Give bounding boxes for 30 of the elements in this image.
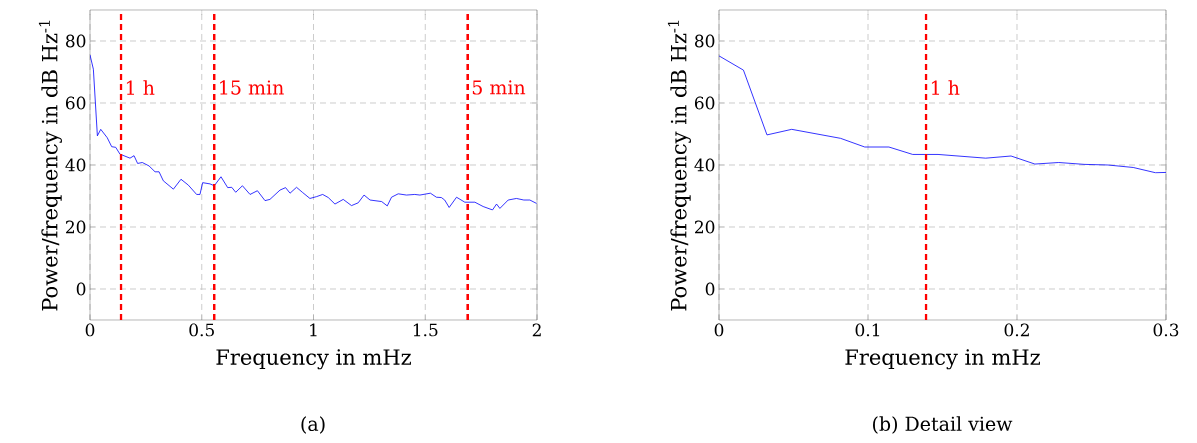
line-series [719, 55, 1166, 174]
y-tick-label: 20 [66, 220, 86, 234]
text: (b) Detail view [873, 416, 1013, 434]
ref-line-label: 5 min [472, 80, 526, 95]
x-tick-label: 0.2 [1004, 323, 1029, 337]
x-axis-title: Frequency in mHz [845, 349, 1040, 370]
y-tick-label: 80 [694, 34, 715, 48]
y-tick-label: 40 [65, 158, 86, 172]
y-tick-label: 0 [76, 282, 86, 296]
x-tick-label: 1 [310, 323, 317, 337]
x-tick-label: 1.5 [413, 323, 438, 337]
x-tick-label: 0.3 [1153, 323, 1179, 337]
y-axis-title: Power/frequency in dB Hz$^{-1}$ [667, 20, 691, 311]
y-tick-label: 60 [694, 96, 715, 110]
y-tick-label: 80 [65, 34, 86, 48]
y-tick-label: 0 [705, 282, 715, 296]
ref-line-label: 1 h [931, 80, 960, 95]
y-tick-label: 60 [65, 96, 86, 110]
text: (a) [301, 416, 325, 434]
x-tick-label: 0.1 [855, 323, 880, 337]
y-tick-label: 40 [694, 158, 715, 172]
ref-line-label: 1 h [126, 80, 155, 95]
x-tick-label: 0 [85, 323, 95, 337]
y-tick-label: 20 [695, 220, 715, 234]
x-tick-label: 2 [532, 323, 541, 337]
y-axis-title: Power/frequency in dB Hz$^{-1}$ [38, 20, 62, 311]
x-tick-label: 0.5 [189, 323, 214, 337]
x-tick-label: 0 [714, 323, 724, 337]
ref-line-label: 15 min [220, 80, 284, 95]
x-axis-title: Frequency in mHz [216, 349, 411, 370]
